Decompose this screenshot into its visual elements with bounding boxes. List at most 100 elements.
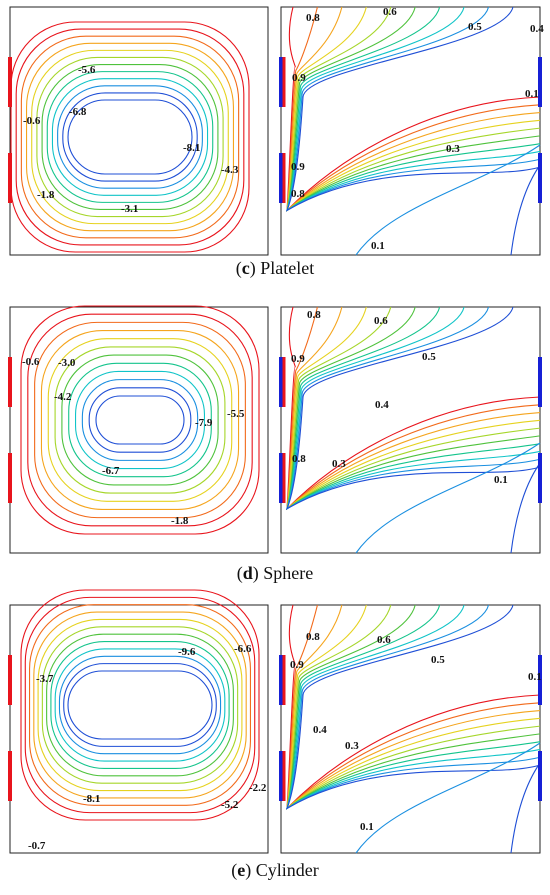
caption-letter: d [242,563,253,583]
isotherm [285,6,541,212]
streamline [20,305,260,535]
streamline [61,354,219,486]
isotherm [510,164,541,256]
streamline-label: -5.5 [227,408,245,420]
streamline [15,28,245,246]
isotherm-label: 0.9 [291,161,305,173]
streamline-label: -9.6 [178,646,196,658]
isotherm-label: 0.1 [494,474,508,486]
isotherm [286,604,541,810]
streamline [54,346,226,494]
isotherm-label: 0.3 [446,143,460,155]
isotherm [286,6,541,212]
isotherm-label: 0.5 [431,654,445,666]
isotherm [285,604,541,810]
isotherm [286,6,541,212]
isotherm-label: 0.4 [375,399,389,411]
streamline-label: -3.7 [36,673,54,685]
streamline [33,611,247,799]
isotherm [286,6,541,212]
isotherm-label: 0.6 [377,634,391,646]
streamline [54,648,226,762]
streamline-label: -8.1 [83,793,100,805]
streamline-label: -6.6 [234,643,252,655]
streamline [46,71,214,203]
caption-c: (c) Platelet [235,258,315,278]
isotherm-label: 0.5 [468,21,482,33]
streamline-label: -0.6 [22,356,40,368]
streamline [31,49,229,225]
isotherm [285,604,541,810]
streamline [20,35,240,239]
isotherm [285,6,541,212]
streamline [25,42,235,232]
isotherm-label: 0.1 [525,88,539,100]
isotherm [285,6,541,212]
isotherm [286,604,541,810]
streamline [58,655,222,755]
caption-d: (d) Sphere [236,563,314,583]
isotherm [510,762,541,854]
streamline-label: -5.6 [78,64,96,76]
isotherm-label: 0.6 [383,6,397,18]
streamline [34,321,246,519]
isotherm-label: 0.9 [290,659,304,671]
streamline [67,99,193,175]
isotherm [286,306,541,511]
streamline [40,329,240,511]
isotherm-label: 0.8 [307,309,321,321]
isotherm [285,604,541,810]
streamline-label: -4.3 [221,164,239,176]
streamline [28,604,252,806]
isotherm-label: 0.4 [530,23,544,35]
isotherm-label: 0.1 [528,671,542,683]
isotherm [286,604,541,810]
streamline-box [9,604,269,854]
isotherm [286,306,541,511]
streamline-label: -0.6 [23,115,41,127]
isotherm-label: 0.4 [313,724,327,736]
isotherm-label: 0.6 [374,315,388,327]
streamline-label: -1.8 [37,189,55,201]
isotherm-label: 0.8 [291,188,305,200]
streamline-label: -1.8 [171,515,189,527]
streamline-label: -5.2 [221,799,239,811]
isotherm-label: 0.8 [292,453,306,465]
streamline [95,395,185,445]
isotherm [355,442,541,554]
isotherm-box [280,604,541,854]
streamline [41,626,239,784]
streamline-label: -3.1 [121,203,138,215]
streamline [46,633,234,777]
caption-letter: e [237,860,246,880]
isotherm [285,306,541,511]
caption-text: Sphere [258,563,314,583]
isotherm [286,604,541,810]
isotherm-label: 0.9 [292,72,306,84]
streamline [24,596,256,814]
caption-text: Cylinder [251,860,319,880]
streamline-box [9,6,269,256]
isotherm-label: 0.8 [306,631,320,643]
streamline [27,313,253,527]
streamline [68,362,212,478]
streamline [10,21,250,253]
streamline-label: -3.0 [58,357,76,369]
isotherm [510,462,541,554]
isotherm-label: 0.1 [360,821,374,833]
streamline [20,589,260,821]
streamline [74,370,206,470]
isotherm-label: 0.3 [345,740,359,752]
streamline [57,85,203,189]
streamline [47,338,233,502]
streamline [51,78,209,196]
isotherm-label: 0.1 [371,240,385,252]
streamline [50,640,230,770]
streamline [67,670,213,740]
isotherm [285,306,541,511]
streamline [63,663,217,747]
isotherm [355,742,541,854]
streamline-label: -7.9 [195,417,213,429]
streamline [37,618,243,792]
